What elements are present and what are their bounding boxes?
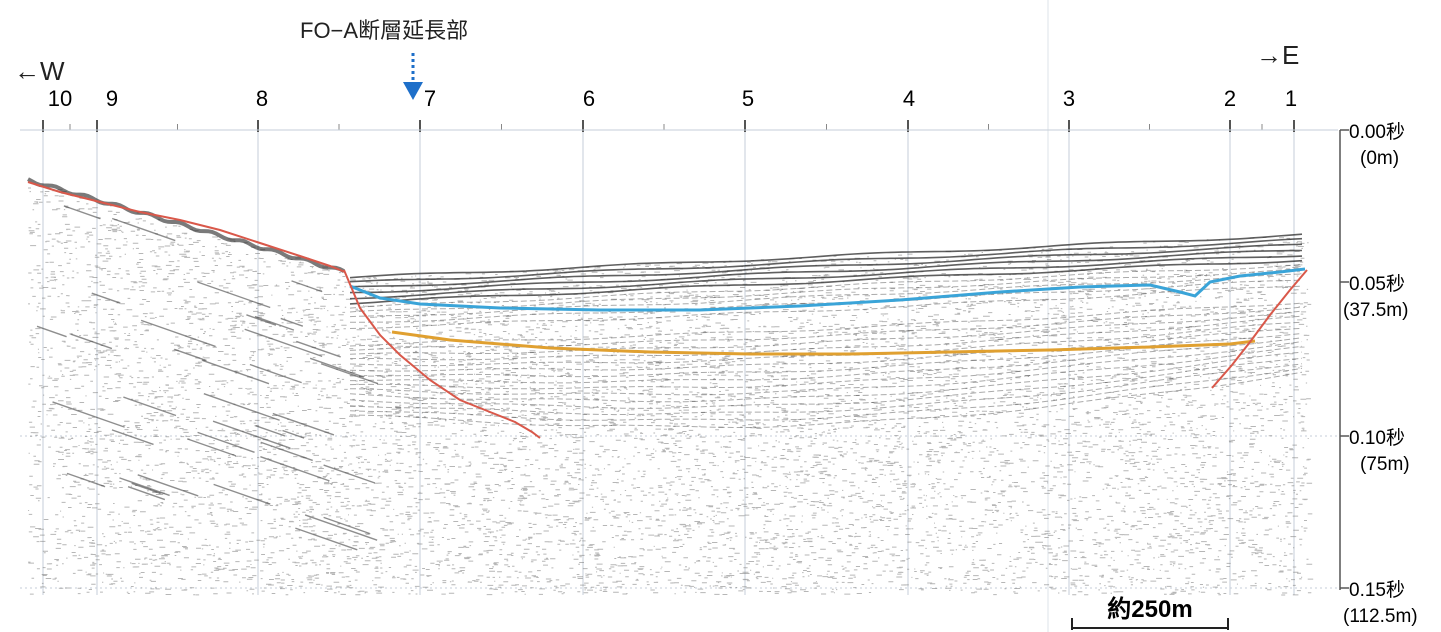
reflector-line xyxy=(349,310,1303,355)
reflector-line xyxy=(349,315,1303,361)
scale-bar-label: 約250m xyxy=(1107,595,1192,623)
reflector-line xyxy=(349,259,1303,305)
direction-east: →E xyxy=(1256,40,1299,70)
scale-bar: 約250m xyxy=(1071,595,1229,630)
shot-point-label: 2 xyxy=(1224,86,1236,111)
seabed-band xyxy=(27,177,345,273)
shot-point-label: 1 xyxy=(1285,86,1297,111)
reflector-line xyxy=(349,351,1303,403)
depth-meter-label: (0m) xyxy=(1360,148,1399,169)
reflector-dipping xyxy=(187,438,237,457)
depth-time-label: 0.05秒 xyxy=(1349,273,1405,295)
reflector-dipping xyxy=(260,456,330,482)
reflector-line xyxy=(349,327,1303,372)
reflector-dipping xyxy=(295,527,358,551)
reflector-line xyxy=(349,321,1303,367)
reflector-line xyxy=(349,363,1303,416)
shot-point-label: 10 xyxy=(48,86,72,111)
blue-horizon xyxy=(349,267,1306,312)
reflector-line xyxy=(349,306,1303,351)
reflector-dipping xyxy=(246,314,277,326)
reflector-dipping xyxy=(63,205,101,220)
reflector-line xyxy=(349,255,1303,300)
reflector-dipping xyxy=(323,516,370,535)
reflector-line xyxy=(349,285,1303,329)
reflector-dipping xyxy=(254,315,295,331)
reflector-line xyxy=(349,273,1303,318)
reflector-dipping xyxy=(280,317,304,327)
reflector-dipping xyxy=(203,393,280,421)
reflector-dipping xyxy=(174,348,207,362)
reflector-dipping xyxy=(111,429,154,446)
depth-meter-label: (75m) xyxy=(1360,454,1410,475)
reflector-dipping xyxy=(70,333,113,350)
reflector-dipping xyxy=(255,425,286,437)
reflector-dipping xyxy=(36,325,67,338)
reflector-line xyxy=(349,341,1303,390)
reflector-dipping xyxy=(244,328,323,358)
reflector-line xyxy=(350,337,1303,384)
noise-texture xyxy=(28,183,1314,596)
reflector-line xyxy=(349,237,1303,283)
reflector-dipping xyxy=(127,486,166,501)
shot-point-labels: 10 9 8 7 6 5 4 3 2 1 xyxy=(48,86,1297,111)
reflector-dipping xyxy=(197,281,271,309)
shot-point-label: 6 xyxy=(583,86,595,111)
reflector-line xyxy=(350,279,1303,323)
reflector-line xyxy=(349,367,1303,421)
reflector-line xyxy=(349,371,1303,428)
reflector-dipping xyxy=(304,514,378,541)
shot-point-label: 4 xyxy=(903,86,915,111)
reflector-line xyxy=(349,302,1303,347)
depth-meter-label: (112.5m) xyxy=(1343,606,1418,627)
depth-time-label: 0.15秒 xyxy=(1349,579,1405,601)
shot-point-label: 8 xyxy=(256,86,268,111)
reflector-line xyxy=(349,345,1303,396)
reflector-dipping xyxy=(119,477,170,497)
fault-line-west xyxy=(343,269,541,439)
reflector-dipping xyxy=(52,401,125,428)
fault-label: FO−A断層延長部 xyxy=(300,18,468,43)
reflector-dipping xyxy=(272,412,335,436)
reflector-dipping xyxy=(91,292,121,304)
orange-horizon xyxy=(391,330,1256,356)
reflector-dipping xyxy=(112,217,176,242)
shot-point-label: 3 xyxy=(1063,86,1075,111)
reflector-dipping xyxy=(140,319,216,348)
reflector-dipping xyxy=(137,474,199,497)
reflector-dipping xyxy=(309,357,365,378)
depth-meter-label: (37.5m) xyxy=(1343,300,1408,321)
reflector-line xyxy=(349,233,1303,279)
reflector-line xyxy=(349,243,1303,288)
reflector-line xyxy=(349,249,1303,294)
reflector-dipping xyxy=(197,431,255,453)
reflector-dipping xyxy=(66,472,106,488)
reflector-dipping xyxy=(320,363,379,385)
reflector-dipping xyxy=(249,363,302,384)
shot-point-label: 7 xyxy=(424,86,436,111)
reflector-dipping xyxy=(212,420,291,449)
fault-line-east xyxy=(1211,269,1308,389)
reflector-dipping xyxy=(131,482,161,495)
shot-point-label: 5 xyxy=(742,86,754,111)
depth-axis: 0.00秒 (0m) 0.05秒 (37.5m) 0.10秒 (75m) 0.1… xyxy=(1339,121,1418,627)
seabed-red-horizon xyxy=(27,181,346,273)
reflector-line xyxy=(349,264,1303,309)
direction-west: ←W xyxy=(14,56,65,86)
depth-time-label: 0.10秒 xyxy=(1349,427,1405,449)
reflector-dipping xyxy=(296,340,341,358)
shot-point-label: 9 xyxy=(106,86,118,111)
fault-arrow-head-icon xyxy=(403,82,423,100)
reflector-dipping xyxy=(201,359,270,385)
seismic-noise xyxy=(28,183,1314,596)
reflector-line xyxy=(349,357,1303,409)
reflector-dipping xyxy=(260,441,313,462)
reflector-dipping xyxy=(213,483,271,505)
reflector-dipping xyxy=(282,429,305,439)
reflector-dipping xyxy=(323,464,376,484)
depth-time-label: 0.00秒 xyxy=(1349,121,1405,143)
reflector-dipping xyxy=(123,396,177,417)
reflector-dipping xyxy=(291,280,323,293)
